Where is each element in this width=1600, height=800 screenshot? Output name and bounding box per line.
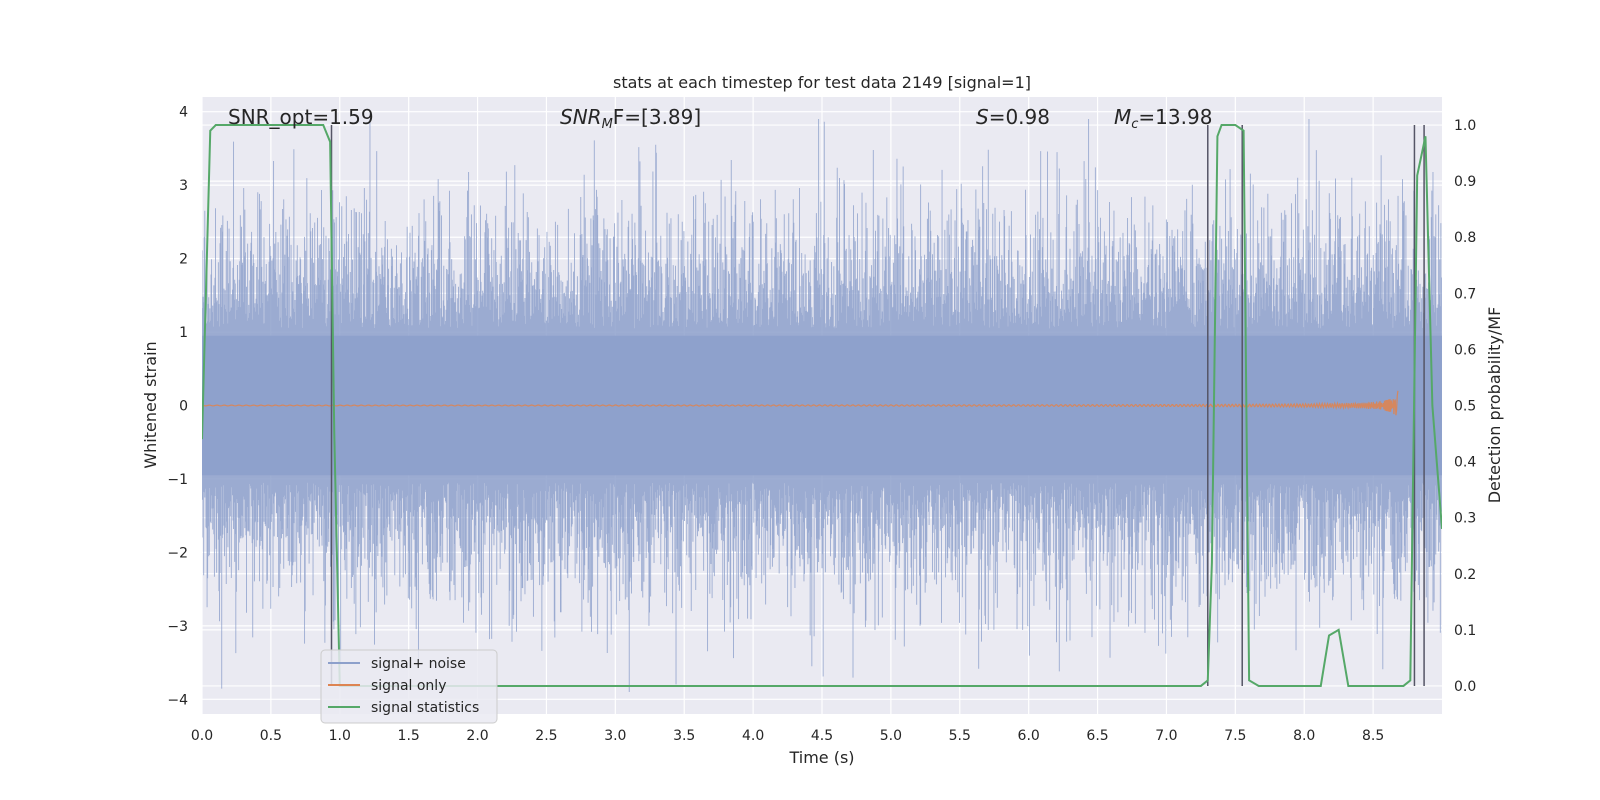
x-axis-label: Time (s): [788, 748, 854, 767]
y2-axis-label: Detection probability/MF: [1485, 307, 1504, 504]
y2-tick-label: 1.0: [1454, 118, 1476, 134]
y-tick-label: 0: [179, 399, 188, 415]
annotation-snr-opt: SNR_opt=1.59: [228, 105, 374, 129]
x-tick-label: 6.0: [1018, 728, 1040, 744]
x-tick-label: 2.5: [535, 728, 557, 744]
annotation-mc: Mc=13.98: [1114, 105, 1212, 132]
y-tick-label: −2: [167, 545, 188, 561]
x-tick-label: 4.0: [742, 728, 764, 744]
y-tick-label: 1: [179, 325, 188, 341]
y2-tick-label: 0.2: [1454, 567, 1476, 583]
y-tick-label: 2: [179, 252, 188, 268]
legend: signal+ noise signal only signal statist…: [320, 649, 498, 724]
x-tick-label: 5.5: [949, 728, 971, 744]
x-tick-label: 3.0: [604, 728, 626, 744]
y-axis-label: Whitened strain: [141, 341, 160, 468]
statistics-trace: [202, 124, 1442, 687]
annotation-snr-mf: SNRMF=[3.89]: [560, 105, 701, 132]
legend-label-noise: signal+ noise: [371, 656, 466, 672]
legend-box: [320, 649, 498, 724]
y2-tick-label: 0.7: [1454, 286, 1476, 302]
y-tick-label: −4: [167, 692, 188, 708]
annotation-s: S=0.98: [976, 105, 1050, 129]
y2-tick-label: 0.9: [1454, 174, 1476, 190]
series-signal-statistics: [202, 124, 1442, 687]
y2-tick-label: 0.8: [1454, 230, 1476, 246]
x-tick-label: 2.0: [466, 728, 488, 744]
y-tick-label: 4: [179, 105, 188, 121]
x-tick-label: 0.5: [260, 728, 282, 744]
y2-tick-label: 0.6: [1454, 342, 1476, 358]
legend-label-statistics: signal statistics: [371, 700, 479, 716]
series-signal-only: [202, 390, 1399, 416]
x-tick-label: 1.0: [329, 728, 351, 744]
x-tick-label: 7.5: [1224, 728, 1246, 744]
chart-title: stats at each timestep for test data 214…: [613, 73, 1031, 92]
x-tick-label: 5.0: [880, 728, 902, 744]
signal-trace: [202, 390, 1399, 416]
y2-tick-label: 0.3: [1454, 511, 1476, 527]
y2-tick-label: 0.5: [1454, 399, 1476, 415]
x-tick-label: 6.5: [1086, 728, 1108, 744]
y2-tick-label: 0.0: [1454, 679, 1476, 695]
y2-tick-label: 0.4: [1454, 455, 1476, 471]
y-tick-label: 3: [179, 178, 188, 194]
y2-tick-label: 0.1: [1454, 623, 1476, 639]
x-tick-label: 1.5: [398, 728, 420, 744]
y-tick-label: −1: [167, 472, 188, 488]
y-tick-label: −3: [167, 619, 188, 635]
x-tick-label: 4.5: [811, 728, 833, 744]
x-tick-label: 8.0: [1293, 728, 1315, 744]
x-tick-label: 0.0: [191, 728, 213, 744]
x-tick-label: 3.5: [673, 728, 695, 744]
legend-label-signal: signal only: [371, 678, 446, 694]
x-tick-label: 7.0: [1155, 728, 1177, 744]
x-tick-label: 8.5: [1362, 728, 1384, 744]
tick-labels: 0.0 0.5 1.0 1.5 2.0 2.5 3.0 3.5 4.0 4.5 5.0 5.5 6.0 6…: [167, 105, 1476, 744]
